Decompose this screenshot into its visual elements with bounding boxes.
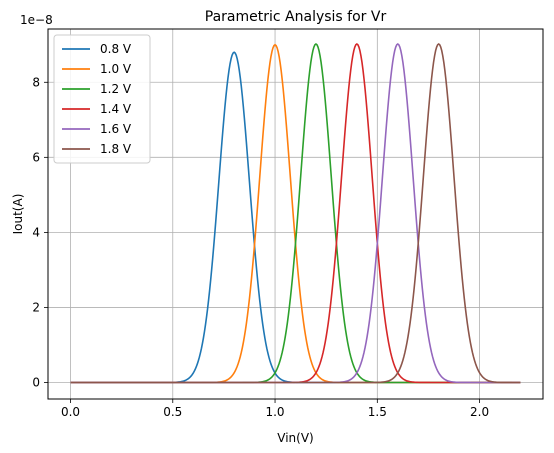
y-tick-label: 6 — [32, 150, 40, 164]
legend-label: 0.8 V — [100, 42, 132, 56]
y-tick-label: 4 — [32, 225, 40, 239]
y-tick-label: 2 — [32, 300, 40, 314]
legend-label: 1.0 V — [100, 62, 132, 76]
y-tick-label: 0 — [32, 375, 40, 389]
y-axis-label: Iout(A) — [11, 194, 25, 235]
x-axis-label: Vin(V) — [277, 431, 313, 445]
x-tick-label: 2.0 — [470, 405, 489, 419]
x-tick-label: 0.5 — [163, 405, 182, 419]
series-line-6 — [70, 43, 521, 384]
legend-label: 1.2 V — [100, 82, 132, 96]
ticks: 0.0 0.5 1.0 1.5 2.0 0 2 4 6 8 — [32, 75, 489, 419]
series-lines — [70, 43, 521, 384]
chart-title: Parametric Analysis for Vr — [205, 9, 387, 25]
y-tick-label: 8 — [32, 75, 40, 89]
legend: 0.8 V 1.0 V 1.2 V 1.4 V 1.6 V 1.8 V — [53, 34, 151, 164]
axes-frame — [47, 28, 544, 400]
legend-box — [53, 34, 151, 164]
x-tick-label: 1.5 — [368, 405, 387, 419]
x-tick-label: 1.0 — [265, 405, 284, 419]
y-offset-label: 1e−8 — [20, 13, 53, 27]
legend-label: 1.8 V — [100, 142, 132, 156]
legend-label: 1.4 V — [100, 102, 132, 116]
x-tick-label: 0.0 — [61, 405, 80, 419]
legend-label: 1.6 V — [100, 122, 132, 136]
